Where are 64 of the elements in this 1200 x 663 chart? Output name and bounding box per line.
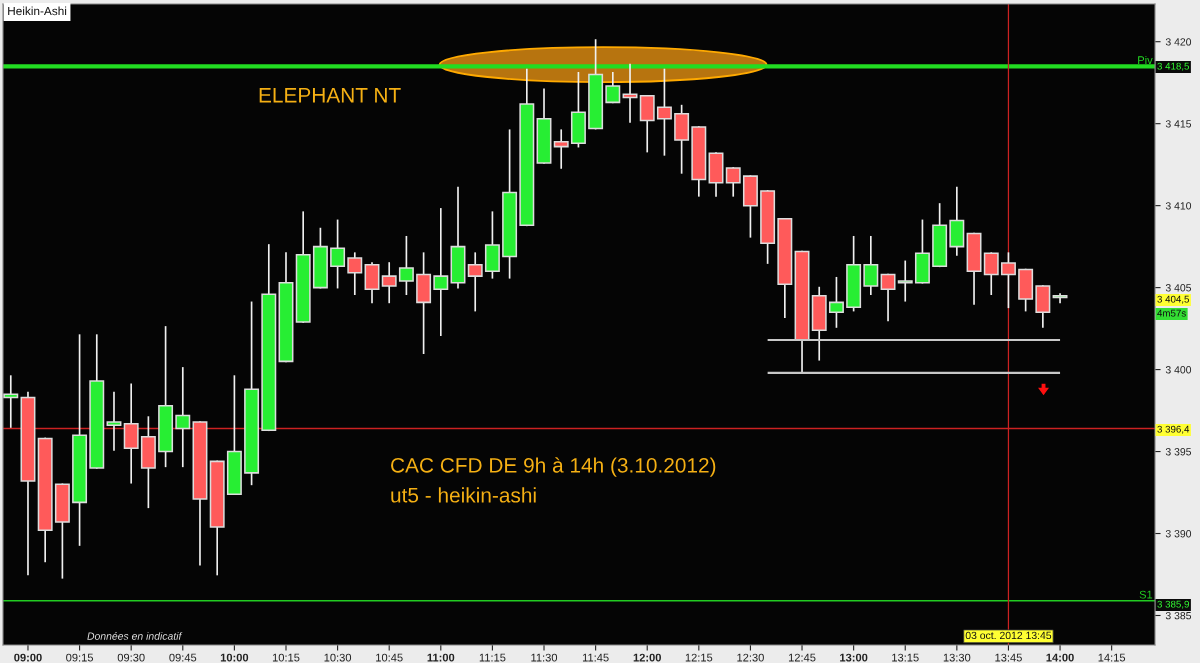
x-tick-label: 09:15	[66, 653, 94, 662]
candlestick	[433, 208, 449, 336]
candlestick	[467, 252, 483, 312]
ref-line-label: Piv	[1138, 55, 1153, 64]
x-tick-label: 11:15	[479, 653, 506, 662]
x-tick-label: 10:30	[324, 653, 352, 662]
annotation: ut5 - heikin-ashi	[391, 487, 536, 503]
text: 3 418,5	[1157, 62, 1190, 71]
candlestick	[106, 391, 122, 451]
x-tick-label: 09:45	[169, 653, 197, 662]
candlestick	[330, 219, 346, 289]
x-tick-label: 13:15	[892, 653, 919, 662]
text: 3 404,5	[1157, 295, 1190, 304]
candlestick	[3, 375, 19, 428]
candlestick	[553, 129, 569, 169]
y-tick-label: 3 420	[1165, 38, 1192, 46]
candlestick	[656, 68, 672, 156]
x-tick-label: 10:45	[376, 653, 403, 662]
candlestick	[1052, 293, 1068, 304]
x-tick-label: 11:45	[582, 653, 609, 662]
candlestick	[175, 367, 191, 468]
y-tick-label: 3 415	[1165, 120, 1192, 128]
x-tick-label: 09:00	[14, 653, 42, 662]
x-tick-label: 12:30	[737, 653, 764, 662]
x-tick-label: 11:30	[531, 653, 558, 662]
candlestick	[605, 72, 621, 104]
annotation: CAC CFD DE 9h à 14h (3.10.2012)	[391, 457, 716, 477]
x-tick-label: 12:45	[788, 653, 816, 662]
annotation: Données en indicatif	[87, 632, 183, 640]
x-tick-label: 12:00	[633, 653, 661, 662]
y-tick-label: 3 405	[1165, 284, 1192, 292]
candlestick	[398, 235, 414, 296]
ref-line-label: S1	[1139, 590, 1153, 599]
candlestick	[897, 260, 913, 302]
candlestick	[381, 262, 397, 304]
x-tick-label: 10:00	[220, 653, 249, 662]
y-tick-label: 3 385	[1165, 611, 1192, 620]
y-tick-label: 3 410	[1165, 202, 1192, 210]
chart-title: Heikin-Ashi	[8, 6, 67, 16]
x-tick-label: 10:15	[272, 653, 300, 662]
y-tick-label: 3 400	[1165, 366, 1192, 374]
candlestick	[1000, 252, 1016, 309]
candlestick	[863, 235, 879, 296]
x-tick-label: 12:15	[685, 653, 713, 662]
y-tick-label: 3 395	[1165, 448, 1192, 456]
x-tick-label: 13:30	[943, 653, 971, 662]
x-tick-label: 14:00	[1046, 653, 1074, 662]
annotation: ELEPHANT NT	[259, 88, 401, 103]
x-tick-label: 13:00	[840, 653, 868, 662]
x-tick-label: 13:45	[995, 653, 1022, 662]
annotation: 03 oct. 2012 13:45	[965, 631, 1052, 640]
x-tick-label: 11:00	[427, 653, 455, 662]
text: 4m57s	[1157, 309, 1186, 317]
text: 3 396,4	[1157, 425, 1190, 434]
candlestick	[347, 252, 363, 296]
text: 3 385,9	[1157, 600, 1189, 609]
x-tick-label: 14:15	[1098, 653, 1126, 662]
y-tick-label: 3 390	[1165, 530, 1192, 538]
candlestick	[880, 273, 896, 322]
candlestick	[828, 276, 844, 328]
candlestick	[622, 63, 638, 123]
candlestick	[983, 252, 999, 296]
candlestick	[725, 167, 741, 197]
x-tick-label: 09:30	[117, 653, 145, 662]
